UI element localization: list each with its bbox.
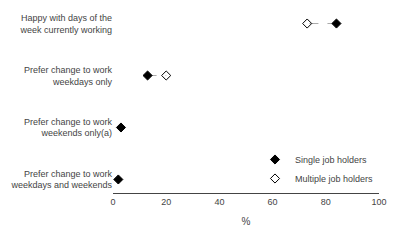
svg-text:100: 100 — [371, 197, 386, 207]
svg-text:20: 20 — [161, 197, 171, 207]
svg-text:Prefer change to workweekends: Prefer change to workweekends only(a) — [24, 117, 113, 139]
svg-text:%: % — [242, 216, 251, 227]
svg-text:40: 40 — [214, 197, 224, 207]
svg-text:Prefer change to workweekdays: Prefer change to workweekdays only — [24, 65, 113, 87]
svg-text:Multiple job holders: Multiple job holders — [295, 174, 373, 184]
svg-text:Prefer change to workweekdays: Prefer change to workweekdays and weeken… — [10, 169, 112, 191]
svg-text:80: 80 — [321, 197, 331, 207]
svg-text:0: 0 — [110, 197, 115, 207]
svg-text:Single job holders: Single job holders — [295, 155, 367, 165]
svg-text:60: 60 — [268, 197, 278, 207]
svg-text:Happy with days of theweek cur: Happy with days of theweek currently wor… — [19, 13, 112, 35]
